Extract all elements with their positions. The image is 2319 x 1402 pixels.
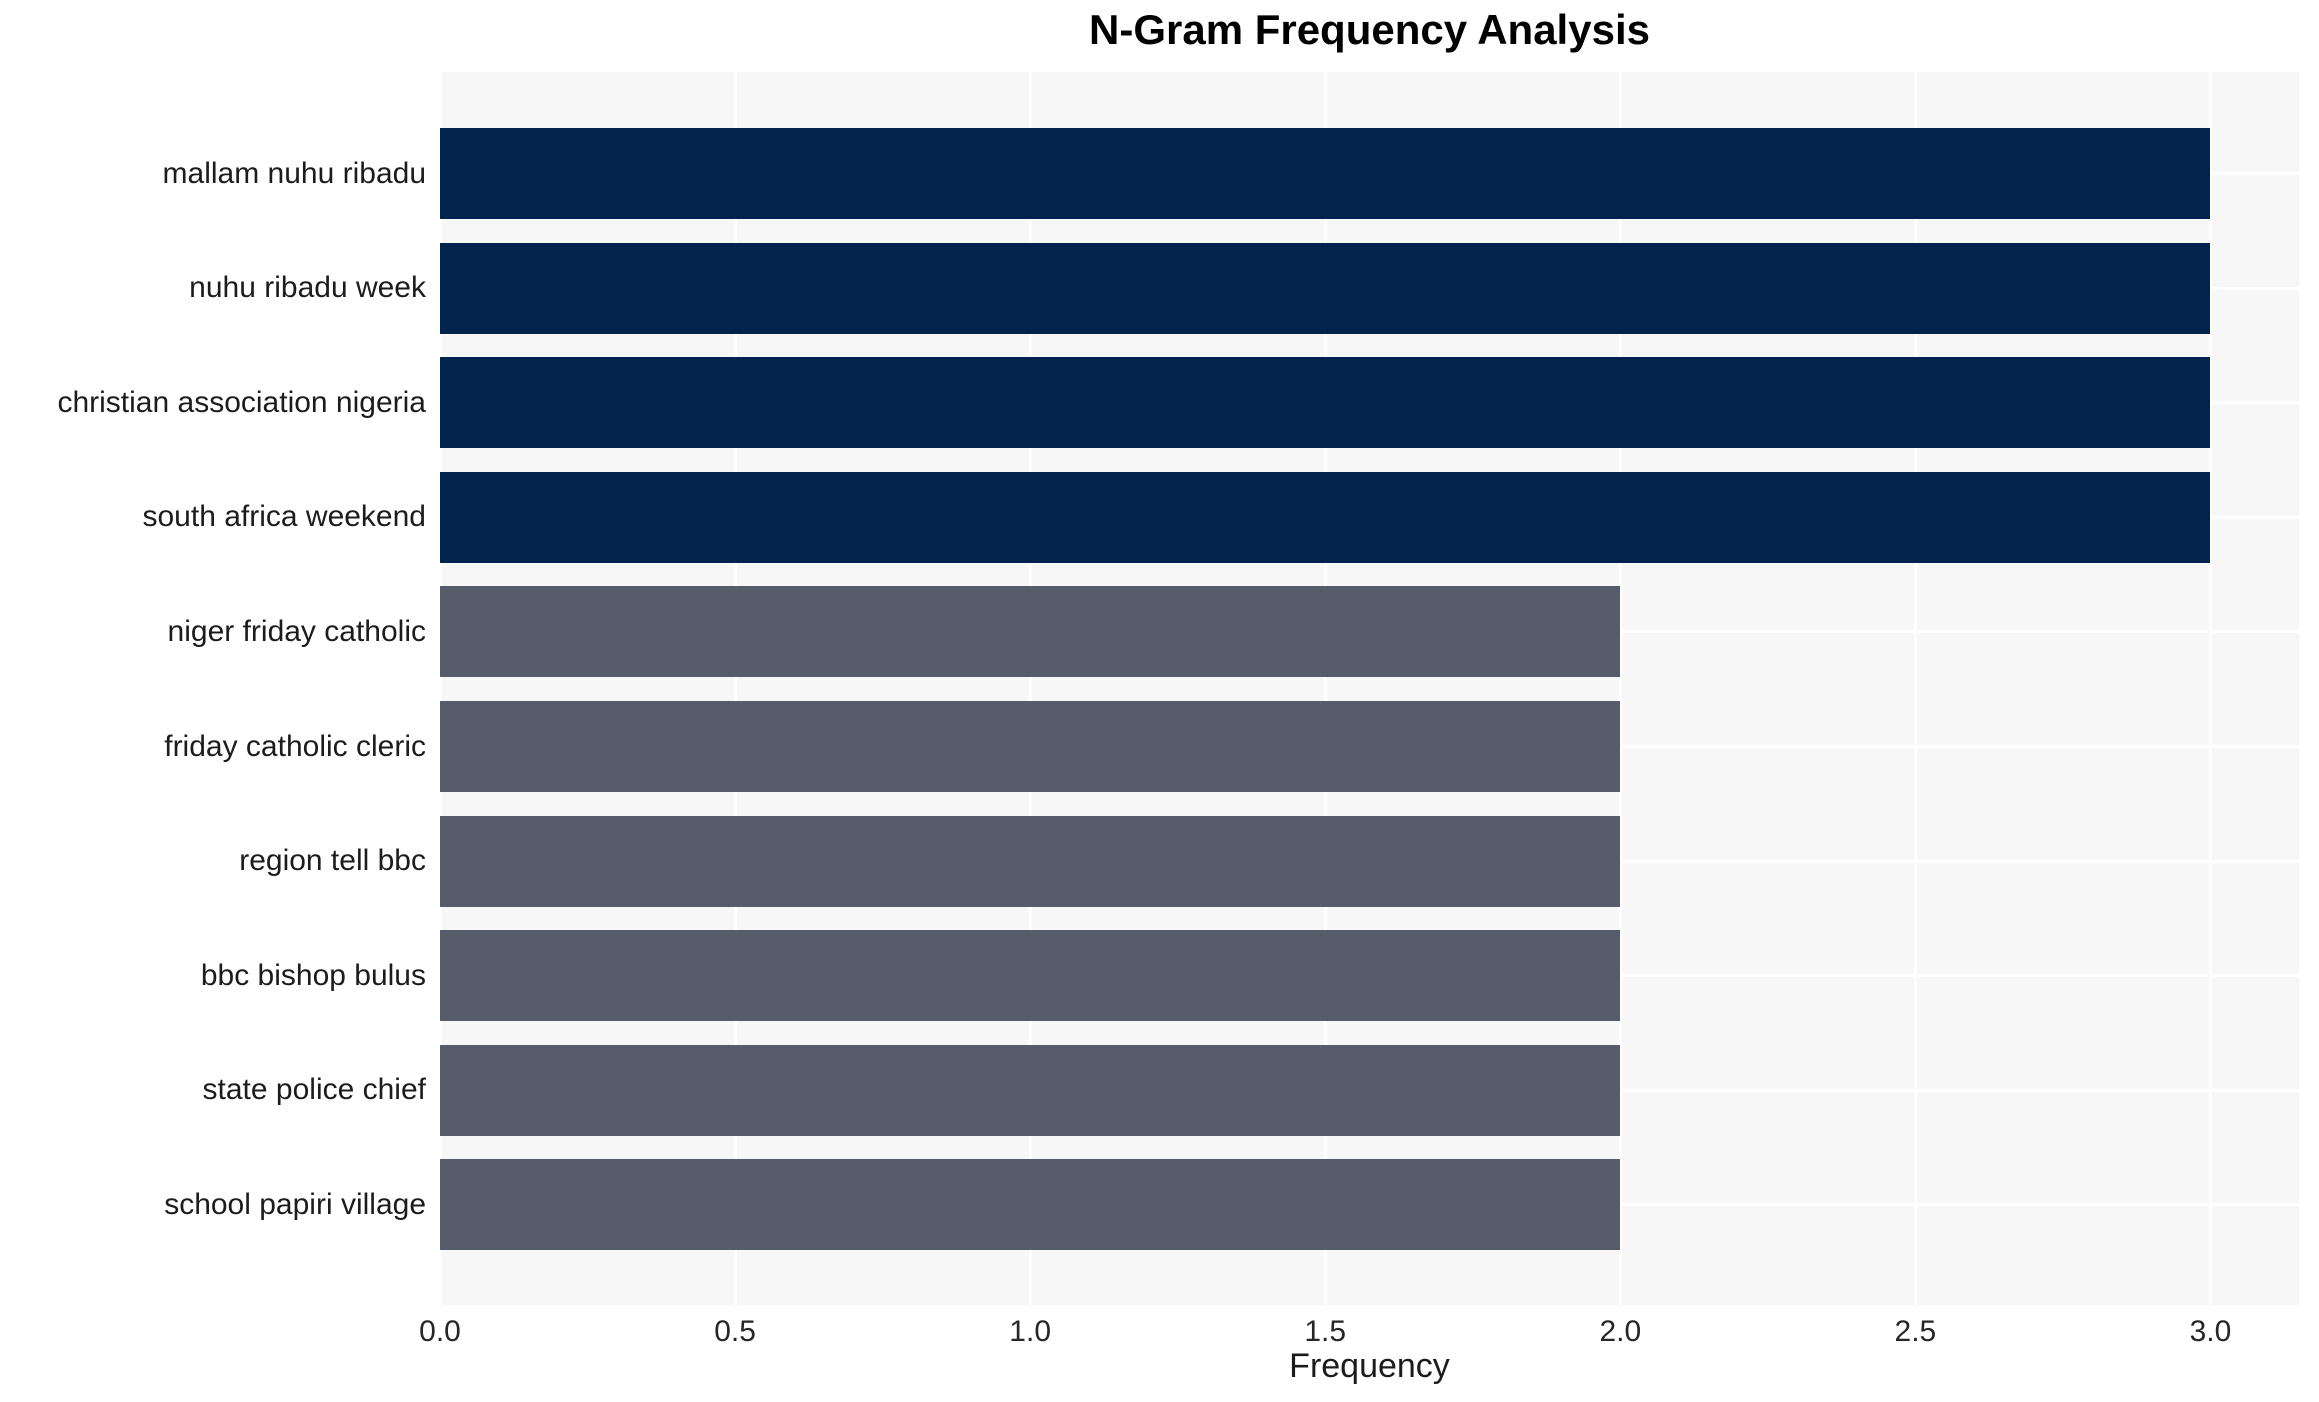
v-gridline <box>733 72 737 1305</box>
category-label: south africa weekend <box>142 500 426 534</box>
category-label: friday catholic cleric <box>164 729 426 763</box>
category-label: state police chief <box>202 1073 426 1107</box>
category-label: niger friday catholic <box>167 614 426 648</box>
bar <box>440 815 1621 907</box>
x-tick-label: 1.0 <box>1009 1315 1052 1348</box>
bar <box>440 471 2211 563</box>
bar <box>440 357 2211 449</box>
v-gridline <box>1323 72 1327 1305</box>
v-gridline <box>438 72 442 1305</box>
bar <box>440 701 1621 792</box>
category-label: nuhu ribadu week <box>189 271 426 305</box>
x-tick-label: 3.0 <box>2189 1315 2232 1348</box>
v-gridline <box>2208 72 2212 1305</box>
x-tick-label: 1.5 <box>1304 1315 1347 1348</box>
x-tick-label: 2.5 <box>1894 1315 1937 1348</box>
bar <box>440 930 1621 1022</box>
x-axis-label: Frequency <box>1289 1347 1450 1385</box>
v-gridline <box>1618 72 1622 1305</box>
bar <box>440 128 2211 219</box>
category-label: school papiri village <box>164 1187 426 1221</box>
x-tick-label: 0.5 <box>714 1315 756 1348</box>
v-gridline <box>1028 72 1032 1305</box>
bar <box>440 1159 1621 1251</box>
category-label: mallam nuhu ribadu <box>162 156 426 190</box>
bar <box>440 1044 1621 1136</box>
category-label: bbc bishop bulus <box>200 958 426 992</box>
bar <box>440 242 2211 334</box>
x-tick-label: 2.0 <box>1599 1315 1642 1348</box>
plot-area <box>438 72 2299 1305</box>
chart-title: N-Gram Frequency Analysis <box>1089 6 1650 53</box>
x-tick-label: 0.0 <box>419 1315 461 1348</box>
category-label: christian association nigeria <box>57 385 426 419</box>
bar <box>440 586 1621 678</box>
category-label: region tell bbc <box>239 844 426 878</box>
v-gridline <box>1913 72 1917 1305</box>
